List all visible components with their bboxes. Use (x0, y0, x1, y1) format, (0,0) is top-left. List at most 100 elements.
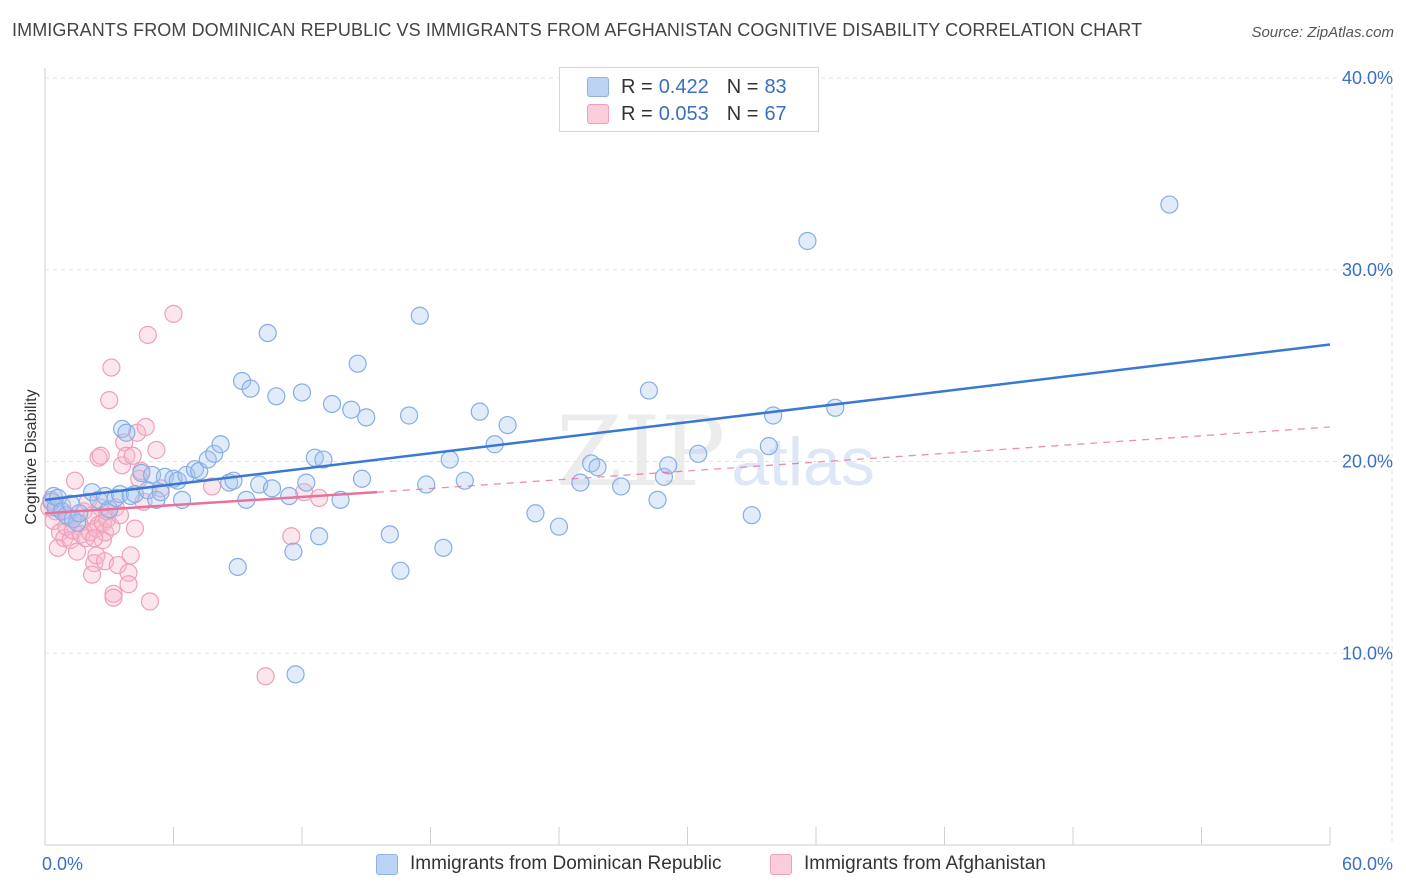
data-point-dominican (228, 557, 247, 577)
watermark-zip: ZIP (556, 396, 726, 508)
data-point-dominican (348, 354, 367, 373)
legend-swatch-pink (587, 104, 609, 124)
y-tick-label: 40.0% (1342, 68, 1393, 88)
data-point-afghanistan (91, 446, 110, 465)
watermark-atlas: atlas (731, 424, 875, 500)
data-point-afghanistan (140, 592, 160, 611)
data-point-dominican (689, 444, 708, 463)
legend-n-value: 83 (764, 75, 787, 98)
trend-line-afghanistan-extended (376, 426, 1331, 493)
data-point-dominican (417, 475, 436, 494)
data-point-dominican (310, 527, 329, 546)
data-point-afghanistan (123, 446, 142, 465)
legend-r-value: 0.422 (658, 75, 709, 98)
data-point-dominican (391, 561, 410, 580)
data-point-dominican (648, 490, 667, 509)
data-point-dominican (342, 400, 361, 419)
x-tick-label: 0.0% (42, 854, 83, 874)
data-point-dominican (258, 323, 277, 343)
data-point-afghanistan (119, 575, 138, 594)
data-point-dominican (612, 477, 631, 496)
data-point-dominican (639, 381, 659, 400)
chart-title: IMMIGRANTS FROM DOMINICAN REPUBLIC VS IM… (12, 20, 1143, 40)
y-tick-label: 20.0% (1342, 452, 1393, 472)
legend-row-dominican: R = 0.422 N = 83 (587, 76, 787, 98)
data-point-afghanistan (164, 304, 183, 323)
data-point-dominican (742, 506, 761, 525)
legend-swatch-blue (587, 77, 609, 97)
bottom-legend-swatch-blue (376, 853, 398, 875)
source-label: Source: ZipAtlas.com (1251, 24, 1394, 41)
data-point-afghanistan (100, 391, 119, 410)
data-point-dominican (470, 402, 489, 421)
data-point-afghanistan (83, 565, 102, 584)
data-point-dominican (764, 406, 783, 425)
legend-n-value: 67 (764, 102, 787, 125)
grid (45, 70, 1393, 845)
data-point-afghanistan (104, 584, 123, 603)
data-point-dominican (267, 387, 286, 406)
data-point-dominican (526, 504, 545, 523)
data-point-dominican (297, 473, 316, 492)
legend-r-label: R = (621, 75, 653, 98)
data-point-afghanistan (121, 546, 140, 565)
data-point-dominican (314, 450, 333, 469)
data-point-dominican (826, 398, 845, 417)
legend-n-label: N = (726, 102, 759, 125)
data-point-dominican (498, 415, 517, 435)
data-point-afghanistan (310, 488, 329, 508)
data-point-afghanistan (117, 446, 136, 465)
data-point-dominican (759, 437, 778, 456)
data-point-dominican (286, 665, 305, 684)
data-point-afghanistan (104, 588, 123, 607)
data-point-dominican (571, 473, 590, 492)
bottom-legend-label: Immigrants from Afghanistan (804, 853, 1046, 874)
trend-lines (44, 343, 1331, 515)
bottom-legend-label: Immigrants from Dominican Republic (410, 853, 722, 874)
data-point-afghanistan (138, 325, 157, 345)
bottom-legend-dominican: Immigrants from Dominican Republic (376, 851, 722, 877)
trend-line-dominican (44, 343, 1331, 502)
data-point-dominican (399, 406, 419, 425)
trend-line-afghanistan (44, 490, 378, 515)
data-point-afghanistan (125, 519, 145, 538)
legend-r-label: R = (621, 102, 653, 125)
data-point-dominican (380, 525, 399, 544)
data-point-dominican (224, 471, 243, 490)
data-point-afghanistan (102, 358, 121, 377)
y-tick-label: 30.0% (1342, 260, 1393, 280)
data-point-dominican (211, 435, 230, 454)
data-point-dominican (280, 486, 299, 506)
data-point-dominican (284, 542, 303, 561)
data-point-dominican (117, 423, 136, 442)
bottom-legend-afghanistan: Immigrants from Afghanistan (770, 851, 1046, 877)
legend-r-value: 0.053 (658, 102, 709, 125)
data-point-dominican (352, 469, 372, 488)
bottom-legend-swatch-pink (770, 853, 792, 875)
legend-n-label: N = (726, 75, 759, 98)
data-point-dominican (588, 458, 607, 477)
data-point-afghanistan (85, 529, 104, 548)
data-point-dominican (440, 450, 459, 469)
data-point-afghanistan (136, 417, 155, 437)
data-point-dominican (455, 471, 474, 490)
data-point-dominican (659, 456, 678, 475)
data-point-dominican (262, 479, 282, 498)
data-point-dominican (205, 444, 224, 463)
data-point-dominican (434, 538, 453, 557)
data-point-dominican (798, 231, 817, 251)
data-point-afghanistan (256, 667, 275, 686)
data-point-afghanistan (68, 542, 87, 561)
data-point-dominican (70, 504, 89, 523)
data-point-dominican (410, 306, 429, 325)
data-point-afghanistan (282, 527, 301, 546)
legend-row-afghanistan: R = 0.053 N = 67 (587, 103, 787, 125)
data-point-dominican (357, 408, 376, 427)
data-point-dominican (241, 379, 260, 398)
y-tick-label: 10.0% (1342, 643, 1393, 663)
watermark: ZIPatlas (556, 396, 875, 508)
data-point-dominican (292, 383, 312, 402)
axes (44, 68, 1331, 846)
x-tick-label: 60.0% (1342, 854, 1393, 874)
